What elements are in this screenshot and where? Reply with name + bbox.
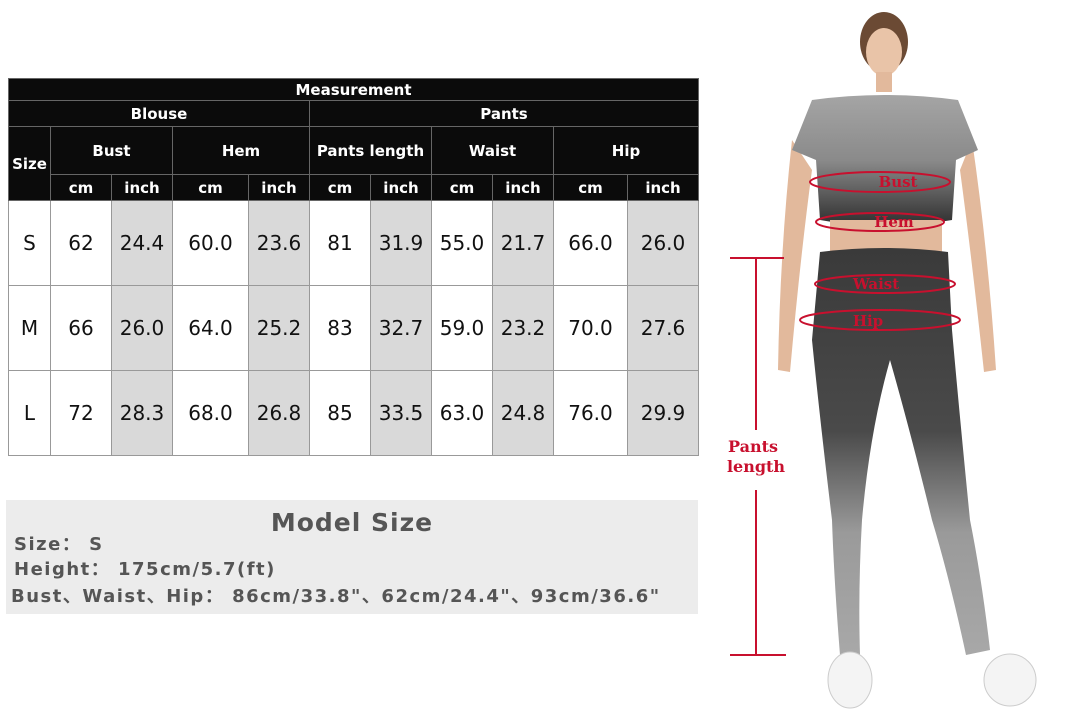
label-pants-length-2: length xyxy=(727,457,785,476)
value-cell: 66.0 xyxy=(553,200,628,286)
unit-header: inch xyxy=(492,174,554,201)
value-cell: 76.0 xyxy=(553,370,628,456)
value-cell: 55.0 xyxy=(431,200,493,286)
value-cell: 62 xyxy=(50,200,112,286)
unit-header: cm xyxy=(50,174,112,201)
value-cell: 24.8 xyxy=(492,370,554,456)
unit-header: inch xyxy=(370,174,432,201)
value-cell: 31.9 xyxy=(370,200,432,286)
table-row: M 66 26.0 64.0 25.2 83 32.7 59.0 23.2 70.0 27.6 xyxy=(8,285,700,371)
model-figure: Bust Hem Waist Hip Pants length xyxy=(727,12,1037,709)
label-hip: Hip xyxy=(853,312,883,330)
unit-header: cm xyxy=(553,174,628,201)
value-cell: 23.6 xyxy=(248,200,310,286)
value-cell: 81 xyxy=(309,200,371,286)
model-illustration xyxy=(778,12,1037,709)
value-cell: 85 xyxy=(309,370,371,456)
unit-header: cm xyxy=(172,174,249,201)
value-cell: 64.0 xyxy=(172,285,249,371)
value-cell: 72 xyxy=(50,370,112,456)
measure-bust: Bust xyxy=(50,126,173,175)
value-cell: 63.0 xyxy=(431,370,493,456)
value-cell: 21.7 xyxy=(492,200,554,286)
label-waist: Waist xyxy=(852,275,899,293)
group-pants: Pants xyxy=(308,100,700,127)
measure-pants-length: Pants length xyxy=(309,126,432,175)
table-row: S 62 24.4 60.0 23.6 81 31.9 55.0 21.7 66.0 26.0 xyxy=(8,200,700,286)
value-cell: 66 xyxy=(50,285,112,371)
value-cell: 27.6 xyxy=(626,285,700,371)
unit-header: cm xyxy=(431,174,493,201)
measure-waist: Waist xyxy=(431,126,554,175)
size-cell: M xyxy=(8,285,51,371)
measure-hem: Hem xyxy=(172,126,310,175)
label-bust: Bust xyxy=(879,173,918,191)
value-cell: 68.0 xyxy=(172,370,249,456)
value-cell: 33.5 xyxy=(370,370,432,456)
model-height: Height： 175cm/5.7(ft) xyxy=(14,559,276,580)
units-row: cm inch cm inch cm inch cm inch cm inch xyxy=(9,174,700,201)
value-cell: 60.0 xyxy=(172,200,249,286)
value-cell: 29.9 xyxy=(626,370,700,456)
value-cell: 59.0 xyxy=(431,285,493,371)
model-size: Size： S xyxy=(14,534,104,555)
value-cell: 24.4 xyxy=(111,200,173,286)
label-hem: Hem xyxy=(874,213,914,231)
size-header: Size xyxy=(8,126,51,201)
size-cell: S xyxy=(8,200,51,286)
unit-header: inch xyxy=(626,174,700,201)
size-cell: L xyxy=(8,370,51,456)
value-cell: 83 xyxy=(309,285,371,371)
value-cell: 70.0 xyxy=(553,285,628,371)
table-title: Measurement xyxy=(7,78,700,101)
size-chart-table: Measurement Blouse Pants Size Bust Hem P… xyxy=(7,78,700,456)
model-size-title: Model Size xyxy=(270,508,434,537)
value-cell: 32.7 xyxy=(370,285,432,371)
model-measurements: Bust、Waist、Hip： 86cm/33.8"、62cm/24.4"、93… xyxy=(11,586,661,607)
value-cell: 26.0 xyxy=(111,285,173,371)
value-cell: 28.3 xyxy=(111,370,173,456)
value-cell: 25.2 xyxy=(248,285,310,371)
value-cell: 26.8 xyxy=(248,370,310,456)
table-row: L 72 28.3 68.0 26.8 85 33.5 63.0 24.8 76.0 29.9 xyxy=(8,370,700,456)
measure-hip: Hip xyxy=(552,126,700,175)
measure-lines xyxy=(730,171,961,656)
value-cell: 23.2 xyxy=(492,285,554,371)
unit-header: inch xyxy=(111,174,173,201)
unit-header: cm xyxy=(309,174,371,201)
model-size-box: Model Size Size： S Height： 175cm/5.7(ft)… xyxy=(6,500,698,614)
value-cell: 26.0 xyxy=(626,200,700,286)
label-pants-length-1: Pants xyxy=(728,437,778,456)
unit-header: inch xyxy=(248,174,310,201)
group-blouse: Blouse xyxy=(8,100,310,127)
